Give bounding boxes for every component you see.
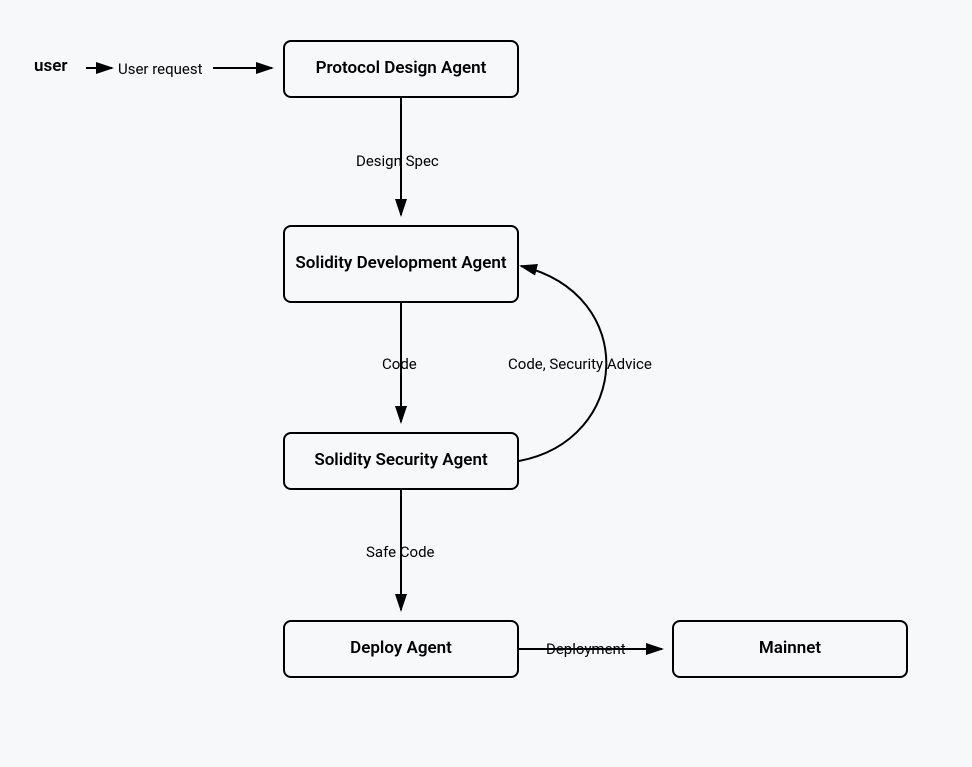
node-protocol-design-agent: Protocol Design Agent [283,40,519,98]
node-solidity-dev-label: Solidity Development Agent [295,253,506,274]
node-protocol-label: Protocol Design Agent [316,58,487,79]
node-security-label: Solidity Security Agent [314,450,487,471]
edge-label-user-request: User request [118,60,203,78]
node-mainnet: Mainnet [672,620,908,678]
edge-label-deployment: Deployment [546,640,626,658]
node-solidity-security-agent: Solidity Security Agent [283,432,519,490]
node-mainnet-label: Mainnet [759,638,821,659]
edge-label-code: Code [382,355,417,373]
node-user-label: user [34,56,68,76]
node-deploy-label: Deploy Agent [350,638,452,659]
edge-label-design-spec: Design Spec [356,152,439,170]
edge-label-safe-code: Safe Code [366,543,435,561]
node-solidity-development-agent: Solidity Development Agent [283,225,519,303]
node-deploy-agent: Deploy Agent [283,620,519,678]
flowchart-canvas: user Protocol Design Agent Solidity Deve… [0,0,972,767]
edge-label-code-security-advice: Code, Security Advice [508,355,652,373]
node-user: user [34,56,68,76]
